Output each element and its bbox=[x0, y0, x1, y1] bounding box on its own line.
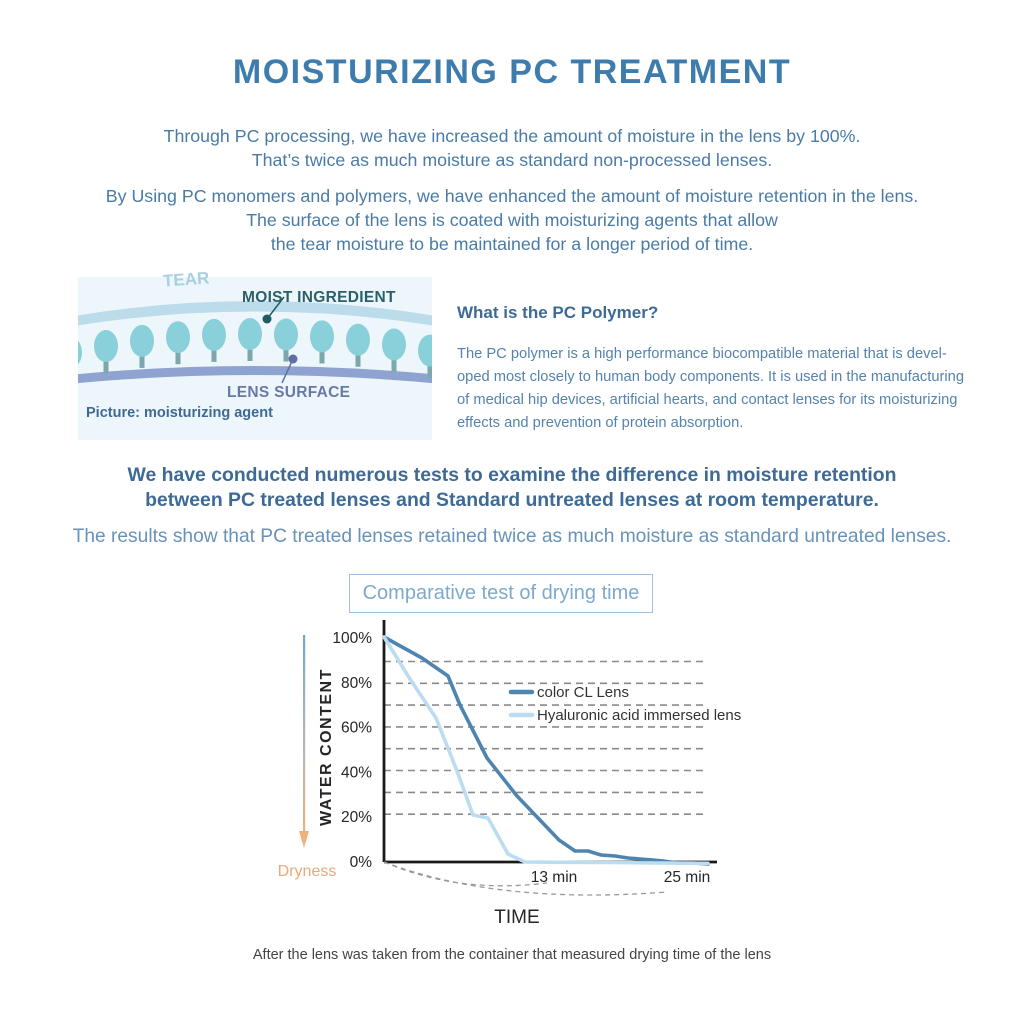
svg-text:80%: 80% bbox=[341, 675, 372, 692]
svg-text:Hyaluronic acid immersed lens: Hyaluronic acid immersed lens bbox=[537, 707, 741, 724]
svg-text:25 min: 25 min bbox=[664, 869, 711, 886]
svg-text:40%: 40% bbox=[341, 764, 372, 781]
svg-text:60%: 60% bbox=[341, 720, 372, 737]
svg-text:TIME: TIME bbox=[494, 907, 539, 928]
svg-text:20%: 20% bbox=[341, 809, 372, 826]
svg-text:0%: 0% bbox=[350, 854, 373, 871]
svg-text:100%: 100% bbox=[332, 630, 372, 647]
svg-text:color CL Lens: color CL Lens bbox=[537, 684, 629, 701]
